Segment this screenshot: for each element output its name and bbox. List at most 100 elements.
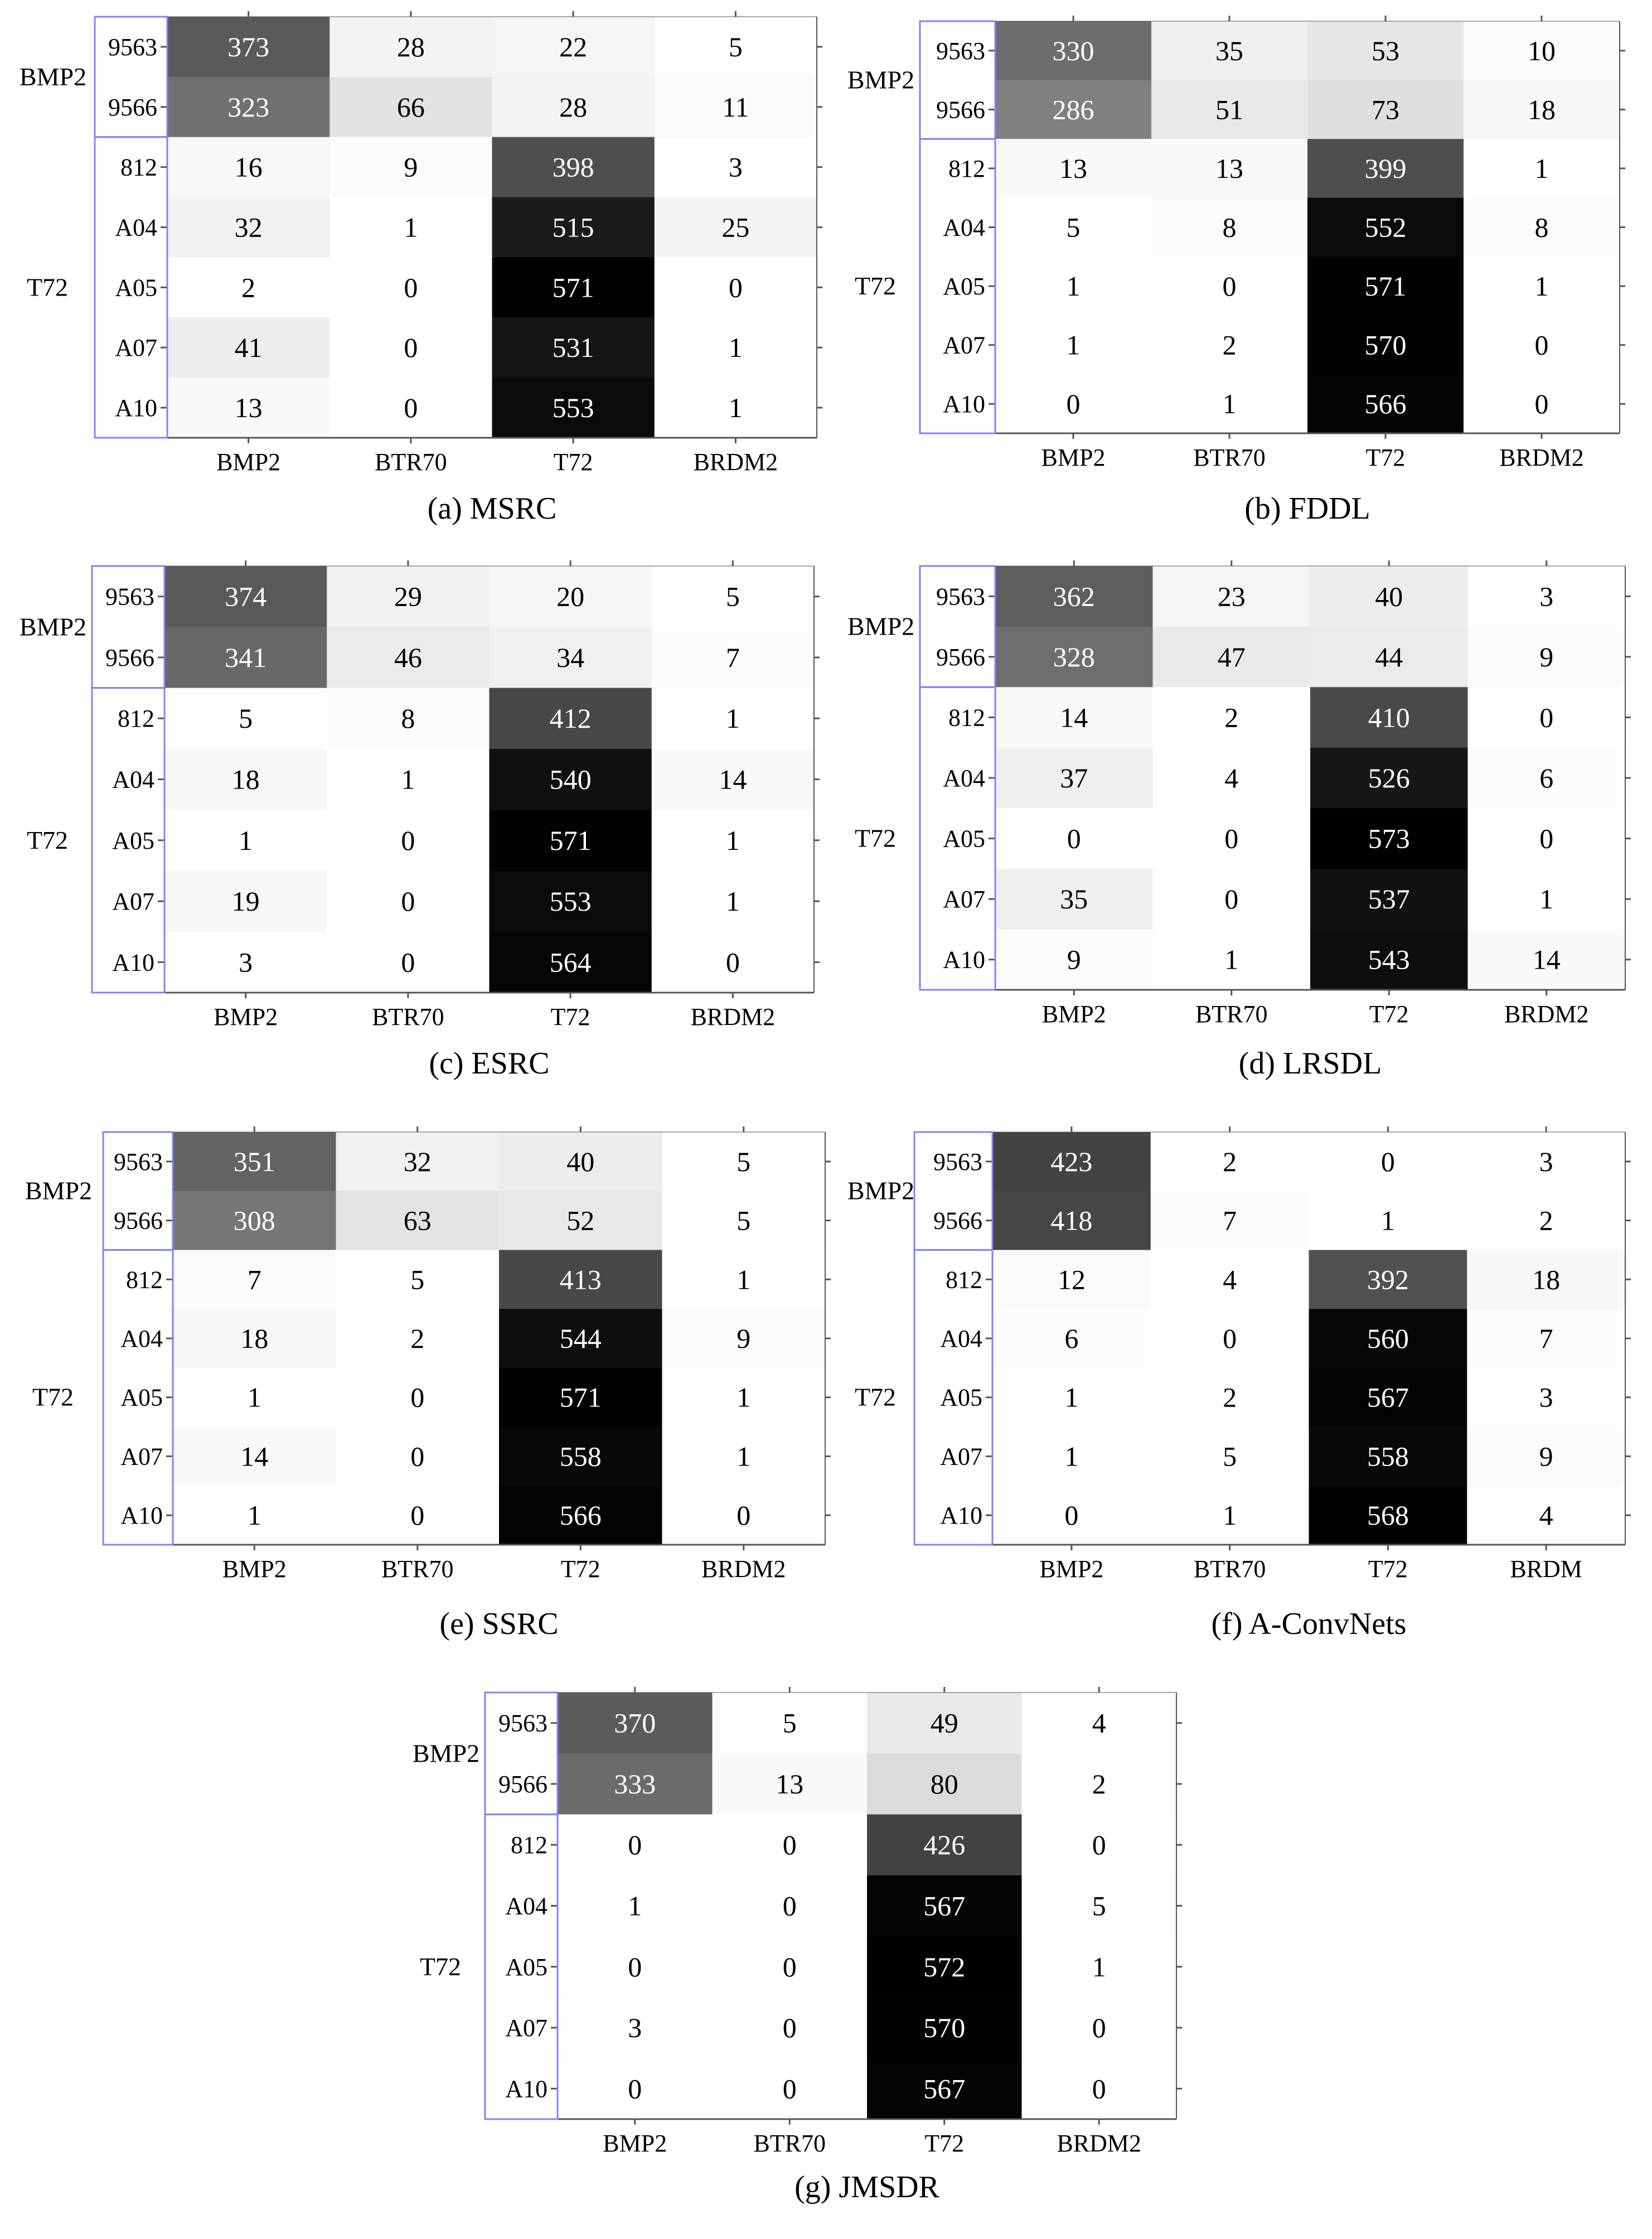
cell-value: 22 — [559, 31, 587, 62]
heatmap-cell — [1467, 1250, 1626, 1309]
heatmap-cell — [1310, 747, 1468, 809]
heatmap-cell — [1307, 257, 1464, 316]
cell-value: 0 — [401, 825, 415, 856]
heatmap-cell — [992, 1426, 1151, 1486]
cell-value: 333 — [614, 1768, 656, 1800]
cell-value: 1 — [628, 1890, 642, 1922]
heatmap-cell — [173, 1309, 336, 1368]
column-label: T72 — [554, 448, 593, 476]
cell-value: 3 — [729, 152, 743, 183]
cell-value: 558 — [560, 1440, 602, 1472]
column-label: BMP2 — [1041, 444, 1106, 471]
column-label: BTR70 — [1195, 1000, 1268, 1028]
heatmap-cell — [492, 76, 655, 138]
cell-value: 5 — [410, 1264, 424, 1295]
cell-value: 2 — [1224, 702, 1238, 733]
row-label: 9563 — [108, 33, 157, 61]
cell-value: 8 — [1535, 212, 1549, 243]
heatmap-cell — [867, 1814, 1022, 1876]
heatmap-cell — [992, 1367, 1151, 1428]
cell-value: 0 — [783, 2012, 797, 2043]
heatmap-cell — [1309, 1191, 1467, 1250]
heatmap-cell — [867, 2058, 1022, 2120]
cell-value: 1 — [737, 1382, 750, 1413]
cell-value: 14 — [1533, 944, 1561, 975]
row-group-label: T72 — [27, 273, 68, 301]
cell-value: 5 — [729, 31, 743, 62]
cell-value: 35 — [1060, 883, 1088, 915]
heatmap-cell — [651, 627, 815, 689]
cell-value: 570 — [1365, 330, 1407, 361]
heatmap-cell — [327, 688, 490, 749]
heatmap-cell — [995, 257, 1152, 316]
cell-value: 0 — [783, 1829, 797, 1860]
row-group-label: T72 — [27, 826, 68, 854]
row-group-label: T72 — [855, 272, 896, 300]
heatmap-cell — [995, 139, 1152, 199]
cell-value: 49 — [931, 1708, 958, 1739]
heatmap-cell — [1309, 1309, 1467, 1368]
heatmap-cell — [558, 1936, 713, 1998]
cell-value: 426 — [923, 1829, 965, 1860]
column-label: BRDM2 — [701, 1555, 786, 1583]
heatmap-cell — [1021, 1814, 1177, 1876]
column-label: BRDM — [1510, 1555, 1582, 1583]
row-label: 9566 — [108, 94, 157, 121]
row-group-box-t72 — [484, 1814, 559, 2120]
heatmap-cell — [489, 871, 652, 932]
column-label: BTR70 — [375, 448, 447, 476]
cell-value: 7 — [248, 1264, 261, 1295]
row-label: A07 — [505, 2014, 548, 2042]
cell-value: 18 — [1528, 94, 1556, 125]
cell-value: 531 — [553, 332, 594, 363]
cell-value: 374 — [225, 581, 267, 612]
heatmap-cell — [492, 197, 655, 258]
heatmap-cell — [867, 1753, 1022, 1815]
column-label: BMP2 — [1039, 1555, 1103, 1583]
cell-value: 40 — [1375, 581, 1403, 612]
heatmap-cell — [1310, 929, 1468, 990]
cell-value: 0 — [1535, 388, 1549, 419]
row-label: A04 — [120, 1325, 163, 1352]
cell-value: 0 — [729, 272, 743, 303]
column-label: T72 — [1369, 1000, 1409, 1028]
cell-value: 0 — [1064, 1500, 1078, 1531]
panel-caption: (a) MSRC — [428, 491, 557, 526]
heatmap-cell — [712, 1875, 868, 1937]
cell-value: 9 — [404, 152, 418, 183]
heatmap-cell — [558, 1753, 713, 1815]
cell-value: 552 — [1365, 212, 1407, 243]
heatmap-cell — [499, 1367, 662, 1428]
cell-value: 7 — [1223, 1205, 1237, 1236]
cell-value: 560 — [1367, 1323, 1409, 1354]
cell-value: 0 — [783, 2073, 797, 2104]
cell-value: 0 — [404, 272, 418, 303]
heatmap-cell — [327, 566, 490, 627]
cell-value: 7 — [1539, 1323, 1553, 1354]
heatmap-cell — [1309, 1367, 1467, 1428]
cell-value: 328 — [1053, 641, 1095, 673]
cell-value: 0 — [1381, 1146, 1395, 1177]
heatmap-cell — [330, 317, 492, 378]
cell-value: 25 — [721, 212, 749, 243]
heatmap-cell — [336, 1132, 500, 1192]
cell-value: 1 — [1224, 944, 1238, 975]
heatmap-cell — [1464, 257, 1620, 316]
cell-value: 5 — [1223, 1440, 1237, 1472]
cell-value: 410 — [1368, 702, 1410, 733]
heatmap-cell — [867, 1875, 1022, 1937]
cell-value: 515 — [553, 212, 594, 243]
heatmap-cell — [1150, 1250, 1309, 1309]
cell-value: 29 — [394, 581, 422, 612]
cell-value: 5 — [737, 1205, 750, 1236]
row-label: 9563 — [936, 583, 985, 610]
heatmap-cell — [1152, 687, 1311, 748]
row-label: A07 — [940, 1443, 982, 1470]
cell-value: 571 — [550, 825, 592, 856]
cell-value: 18 — [240, 1323, 268, 1354]
heatmap-cell — [173, 1367, 336, 1428]
cell-value: 370 — [614, 1708, 656, 1739]
cell-value: 537 — [1368, 883, 1410, 915]
cell-value: 5 — [737, 1146, 750, 1177]
